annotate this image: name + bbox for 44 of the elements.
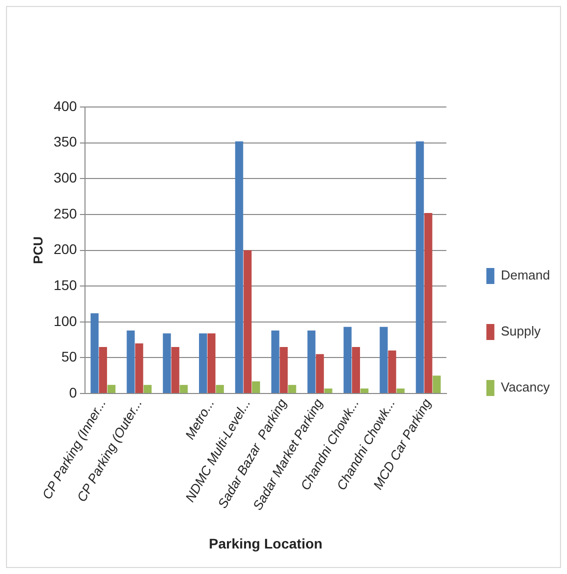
bar bbox=[344, 326, 352, 394]
bar bbox=[271, 330, 280, 394]
y-tick-label: 300 bbox=[54, 169, 78, 186]
bar bbox=[235, 141, 244, 394]
bar bbox=[280, 346, 288, 394]
y-tick-label: 250 bbox=[54, 205, 78, 222]
bar bbox=[388, 350, 396, 394]
y-tick-label: 200 bbox=[54, 241, 78, 258]
bar bbox=[360, 388, 368, 394]
bar bbox=[180, 384, 188, 394]
bar bbox=[244, 250, 252, 394]
bar bbox=[144, 384, 152, 394]
bar bbox=[416, 141, 424, 394]
bar bbox=[288, 384, 296, 394]
bar bbox=[90, 313, 99, 394]
bar bbox=[380, 326, 388, 394]
bar bbox=[207, 333, 216, 394]
y-tick-label: 0 bbox=[69, 384, 78, 400]
legend-label: Vacancy bbox=[500, 380, 550, 395]
y-axis-title: PCU bbox=[30, 236, 46, 264]
bar bbox=[199, 333, 208, 394]
bar bbox=[432, 376, 441, 394]
bar bbox=[135, 343, 144, 394]
bar bbox=[316, 354, 324, 394]
y-tick-label: 100 bbox=[54, 312, 78, 329]
y-tick-label: 400 bbox=[54, 98, 78, 114]
y-tick-label: 150 bbox=[54, 276, 78, 293]
bar bbox=[396, 388, 405, 394]
y-tick-label: 50 bbox=[61, 348, 78, 365]
legend-label: Demand bbox=[500, 268, 550, 283]
bar bbox=[307, 330, 316, 394]
legend-label: Supply bbox=[500, 324, 542, 339]
y-tick-label: 350 bbox=[54, 134, 78, 150]
bar bbox=[162, 333, 171, 394]
bar bbox=[126, 330, 135, 394]
bar bbox=[352, 346, 360, 394]
bar bbox=[171, 346, 180, 394]
bar bbox=[99, 346, 108, 394]
bar bbox=[324, 388, 332, 394]
bar bbox=[424, 213, 432, 394]
bar bbox=[107, 384, 116, 394]
x-axis-title: Parking Location bbox=[208, 535, 322, 552]
bar bbox=[252, 381, 260, 394]
bar bbox=[216, 384, 224, 394]
